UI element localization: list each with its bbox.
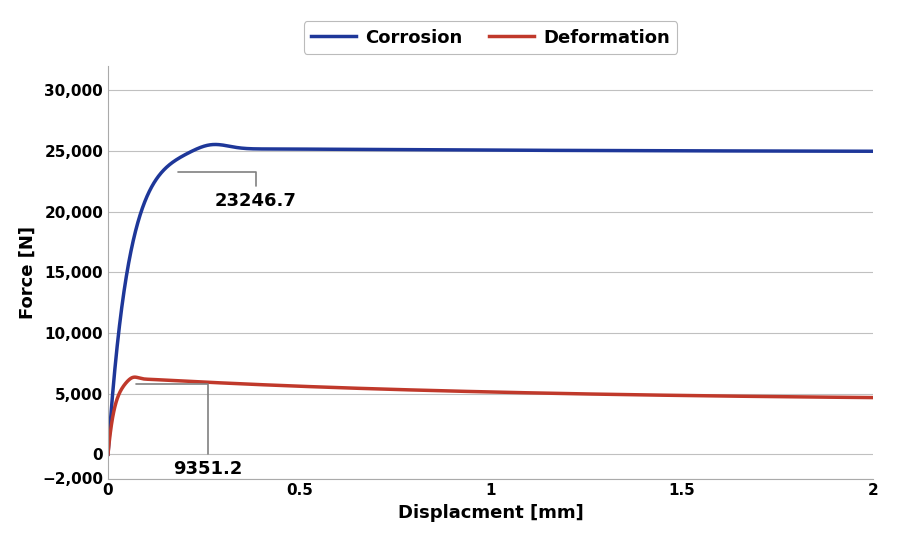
- Legend: Corrosion, Deformation: Corrosion, Deformation: [303, 21, 678, 54]
- Deformation: [454, 388, 465, 394]
- Corrosion: [846, 148, 857, 155]
- Deformation: [846, 394, 857, 401]
- Deformation: [868, 394, 878, 401]
- Corrosion: [210, 141, 220, 148]
- Corrosion: [103, 451, 113, 458]
- Deformation: [130, 374, 140, 381]
- Corrosion: [706, 147, 716, 154]
- Line: Deformation: Deformation: [108, 377, 873, 454]
- Y-axis label: Force [N]: Force [N]: [19, 226, 37, 319]
- Deformation: [845, 394, 856, 401]
- Corrosion: [475, 147, 486, 153]
- Deformation: [475, 388, 486, 395]
- Deformation: [706, 393, 716, 399]
- Corrosion: [454, 147, 465, 153]
- Deformation: [142, 376, 153, 383]
- Deformation: [103, 451, 113, 458]
- Text: 9351.2: 9351.2: [136, 384, 242, 477]
- Corrosion: [868, 148, 878, 155]
- Line: Corrosion: Corrosion: [108, 145, 873, 454]
- Text: 23246.7: 23246.7: [177, 172, 297, 210]
- Corrosion: [845, 148, 856, 155]
- Corrosion: [141, 193, 152, 200]
- X-axis label: Displacment [mm]: Displacment [mm]: [398, 504, 583, 522]
